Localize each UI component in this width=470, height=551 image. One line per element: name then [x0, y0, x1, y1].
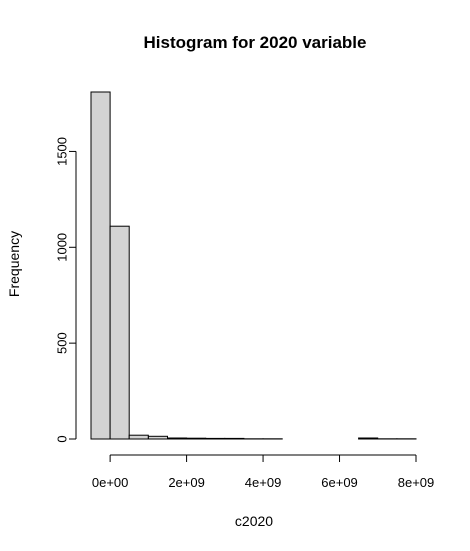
- histogram-bar: [224, 437, 245, 440]
- y-tick-label: 1000: [55, 233, 70, 262]
- histogram-bar: [147, 435, 168, 440]
- x-tick-label: 2e+09: [168, 475, 205, 490]
- x-tick-label: 6e+09: [321, 475, 358, 490]
- x-tick-label: 0e+00: [92, 475, 129, 490]
- histogram-bar: [128, 434, 149, 440]
- y-tick-label: 500: [55, 332, 70, 354]
- histogram-bar: [109, 225, 130, 440]
- bars-group: [90, 91, 417, 440]
- histogram-bar: [167, 437, 188, 440]
- histogram-bar: [205, 437, 226, 440]
- histogram-bar: [358, 437, 379, 440]
- x-axis: 0e+00 2e+09 4e+09 6e+09 8e+09: [92, 454, 435, 490]
- histogram-bar: [90, 91, 111, 440]
- chart-title: Histogram for 2020 variable: [144, 33, 367, 52]
- y-axis-title: Frequency: [6, 231, 22, 297]
- y-axis: 0 500 1000 1500: [55, 137, 77, 443]
- y-tick-label: 0: [55, 435, 70, 442]
- x-tick-label: 8e+09: [398, 475, 435, 490]
- x-axis-title: c2020: [235, 513, 273, 529]
- histogram-bar: [186, 437, 207, 440]
- y-tick-label: 1500: [55, 137, 70, 166]
- x-tick-label: 4e+09: [245, 475, 282, 490]
